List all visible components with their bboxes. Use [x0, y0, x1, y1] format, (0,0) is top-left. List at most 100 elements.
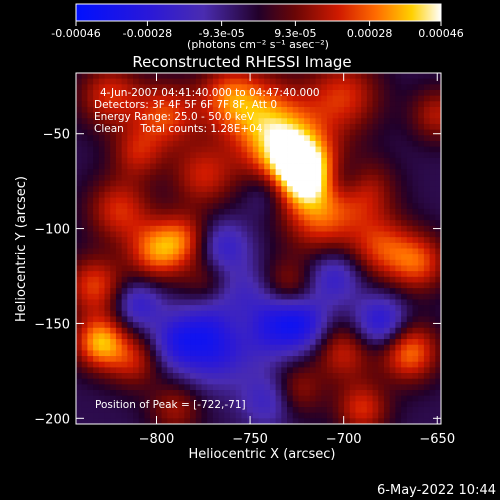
heatmap-cell	[366, 89, 373, 97]
heatmap-cell	[190, 356, 197, 363]
heatmap-cell	[429, 95, 436, 102]
heatmap-cell	[212, 350, 219, 357]
heatmap-cell	[110, 384, 117, 391]
heatmap-cell	[366, 163, 373, 170]
heatmap-cell	[372, 407, 379, 414]
heatmap-cell	[366, 339, 373, 346]
heatmap-cell	[309, 169, 316, 176]
heatmap-cell	[178, 333, 185, 340]
heatmap-cell	[435, 140, 441, 147]
heatmap-cell	[395, 305, 402, 312]
heatmap-cell	[304, 197, 311, 204]
heatmap-cell	[201, 367, 208, 374]
heatmap-cell	[144, 78, 151, 85]
heatmap-cell	[224, 276, 231, 283]
heatmap-cell	[167, 276, 174, 283]
heatmap-cell	[406, 208, 413, 215]
heatmap-cell	[115, 163, 123, 170]
heatmap-cell	[115, 407, 123, 414]
heatmap-cell	[115, 248, 123, 255]
heatmap-cell	[252, 208, 259, 215]
x-tick-label: −700	[326, 432, 362, 447]
heatmap-cell	[435, 310, 441, 317]
heatmap-cell	[195, 231, 202, 238]
heatmap-cell	[121, 316, 128, 323]
heatmap-cell	[281, 242, 288, 249]
heatmap-cell	[258, 395, 265, 402]
heatmap-cell	[378, 84, 385, 91]
heatmap-cell	[264, 339, 271, 346]
heatmap-cell	[338, 78, 345, 85]
heatmap-cell	[87, 203, 94, 210]
heatmap-cell	[212, 123, 219, 131]
heatmap-cell	[401, 214, 408, 221]
heatmap-cell	[395, 350, 402, 357]
heatmap-cell	[235, 339, 242, 346]
heatmap-cell	[104, 73, 111, 80]
heatmap-cell	[406, 112, 413, 119]
heatmap-cell	[252, 344, 259, 351]
heatmap-cell	[292, 350, 299, 357]
heatmap-cell	[252, 378, 259, 385]
heatmap-cell	[383, 254, 391, 261]
heatmap-cell	[104, 123, 111, 131]
heatmap-cell	[275, 333, 282, 340]
heatmap-cell	[115, 169, 123, 176]
heatmap-cell	[292, 101, 299, 108]
heatmap-cell	[292, 395, 299, 402]
heatmap-cell	[332, 361, 339, 368]
heatmap-cell	[338, 112, 345, 119]
heatmap-cell	[144, 112, 151, 119]
heatmap-cell	[372, 271, 379, 278]
heatmap-cell	[207, 140, 214, 147]
heatmap-cell	[309, 350, 316, 357]
heatmap-cell	[287, 118, 294, 125]
heatmap-cell	[338, 282, 345, 289]
heatmap-cell	[190, 163, 197, 170]
heatmap-cell	[418, 356, 425, 363]
heatmap-cell	[418, 327, 425, 334]
heatmap-cell	[87, 322, 94, 329]
heatmap-cell	[247, 310, 254, 317]
heatmap-cell	[144, 276, 151, 283]
heatmap-cell	[349, 378, 356, 385]
heatmap-cell	[178, 288, 185, 295]
heatmap-cell	[224, 333, 231, 340]
heatmap-cell	[167, 350, 174, 357]
heatmap-cell	[269, 344, 277, 351]
heatmap-cell	[372, 356, 379, 363]
heatmap-cell	[326, 259, 334, 266]
heatmap-cell	[269, 350, 277, 357]
heatmap-cell	[338, 373, 345, 380]
heatmap-cell	[366, 84, 373, 91]
heatmap-cell	[224, 407, 231, 414]
heatmap-cell	[389, 174, 396, 181]
heatmap-cell	[155, 305, 162, 312]
heatmap-cell	[321, 373, 328, 380]
heatmap-cell	[93, 327, 100, 334]
heatmap-cell	[167, 310, 174, 317]
heatmap-cell	[378, 322, 385, 329]
heatmap-cell	[264, 395, 271, 402]
heatmap-cell	[155, 288, 162, 295]
heatmap-cell	[121, 327, 128, 334]
heatmap-cell	[110, 237, 117, 244]
heatmap-cell	[309, 373, 316, 380]
heatmap-cell	[241, 282, 248, 289]
heatmap-cell	[321, 169, 328, 176]
heatmap-cell	[418, 276, 425, 283]
heatmap-cell	[406, 288, 413, 295]
heatmap-cell	[269, 220, 277, 227]
heatmap-cell	[269, 140, 277, 147]
heatmap-cell	[178, 73, 185, 80]
heatmap-cell	[167, 384, 174, 391]
heatmap-cell	[178, 282, 185, 289]
heatmap-cell	[389, 186, 396, 193]
heatmap-cell	[349, 401, 356, 408]
heatmap-cell	[161, 395, 168, 402]
heatmap-cell	[110, 395, 117, 402]
heatmap-cell	[418, 361, 425, 368]
heatmap-cell	[235, 265, 242, 272]
heatmap-cell	[309, 418, 316, 424]
heatmap-cell	[361, 89, 368, 97]
